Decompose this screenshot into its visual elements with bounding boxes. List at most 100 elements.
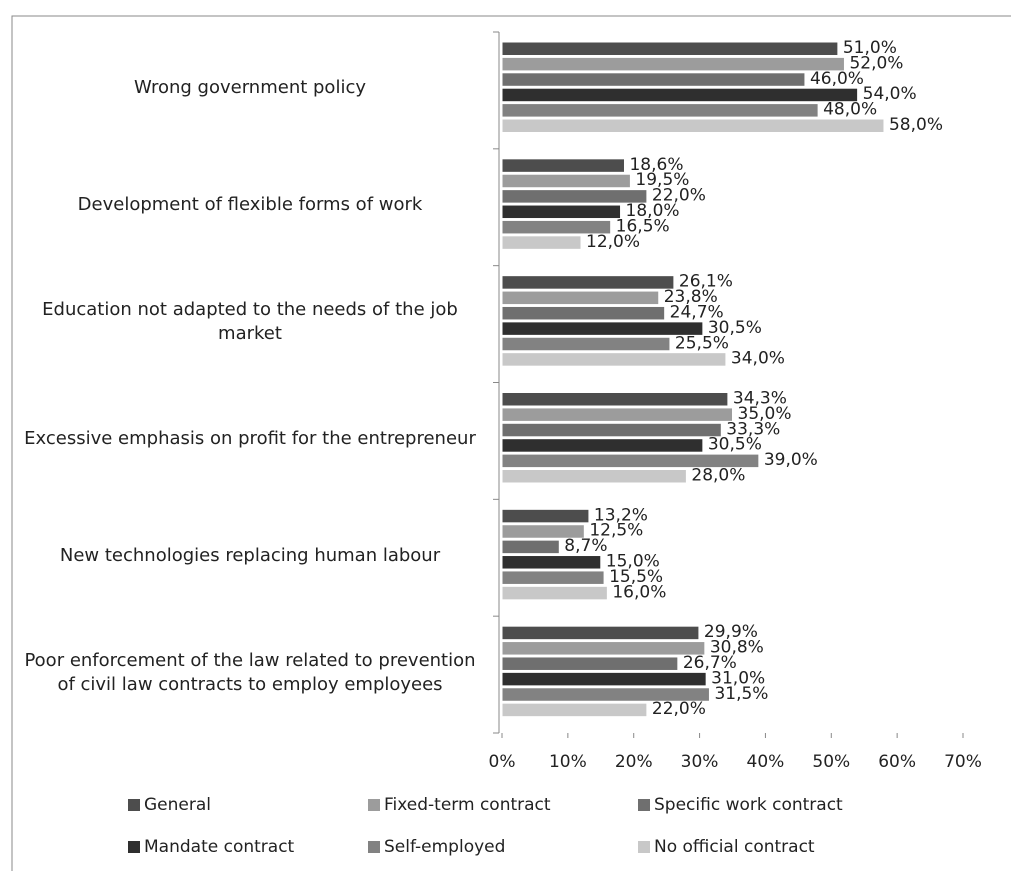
bar: [501, 508, 590, 524]
value-label: 12,0%: [586, 232, 640, 252]
value-label: 30,5%: [708, 318, 762, 338]
bar: [501, 336, 671, 352]
bar: [501, 87, 859, 103]
value-label: 18,6%: [629, 155, 683, 175]
category-label: Poor enforcement of the law related to p…: [24, 649, 476, 695]
legend-swatch: [368, 841, 380, 853]
bar: [501, 453, 760, 469]
value-label: 31,0%: [711, 668, 765, 688]
legend-label: Self-employed: [384, 837, 505, 857]
legend-label: No official contract: [654, 837, 815, 857]
value-label: 24,7%: [670, 302, 724, 322]
value-label: 58,0%: [889, 115, 943, 135]
bar: [501, 407, 733, 422]
bar: [501, 570, 605, 585]
bar: [501, 585, 608, 601]
category-label: Development of flexible forms of work: [77, 194, 423, 216]
x-tick-label: 50%: [812, 752, 850, 772]
value-label: 16,5%: [616, 216, 670, 236]
bar: [501, 422, 722, 438]
category-label: New technologies replacing human labour: [59, 544, 441, 566]
bar: [501, 641, 706, 656]
x-tick-label: 70%: [944, 752, 982, 772]
bar: [501, 305, 666, 321]
bar: [501, 290, 660, 306]
category-label: Excessive emphasis on profit for the ent…: [24, 427, 476, 449]
value-label: 16,0%: [612, 582, 666, 602]
value-label: 13,2%: [594, 505, 648, 525]
bar: [501, 41, 839, 56]
value-label: 23,8%: [664, 287, 718, 307]
bar: [501, 204, 622, 220]
x-tick-label: 60%: [878, 752, 916, 772]
bar: [501, 118, 885, 133]
value-label: 34,3%: [733, 389, 787, 409]
x-tick-label: 20%: [615, 752, 653, 772]
legend-swatch: [128, 799, 140, 811]
x-tick-label: 0%: [489, 752, 516, 772]
bar: [501, 72, 806, 87]
value-label: 31,5%: [714, 684, 768, 704]
legend-swatch: [368, 799, 380, 811]
bar: [501, 392, 729, 407]
bar: [501, 321, 704, 336]
value-label: 51,0%: [843, 38, 897, 58]
value-label: 26,7%: [683, 653, 737, 673]
value-label: 29,9%: [704, 622, 758, 642]
bar: [501, 235, 582, 250]
legend-label: Fixed-term contract: [384, 795, 551, 815]
value-label: 15,5%: [609, 567, 663, 587]
value-label: 33,3%: [726, 419, 780, 439]
value-label: 22,0%: [652, 186, 706, 206]
value-label: 48,0%: [823, 100, 877, 120]
value-label: 30,5%: [708, 435, 762, 455]
bar: [501, 625, 700, 641]
frame: [11, 15, 1011, 871]
bar: [501, 687, 710, 702]
bar: [501, 275, 675, 290]
bar: [501, 656, 679, 671]
bar: [501, 103, 819, 118]
bar: [501, 539, 560, 555]
bar: [501, 189, 648, 204]
value-label: 18,0%: [626, 201, 680, 221]
value-label: 46,0%: [810, 69, 864, 89]
value-label: 15,0%: [606, 552, 660, 572]
legend-swatch: [638, 841, 650, 853]
value-label: 52,0%: [849, 53, 903, 73]
bar: [501, 469, 687, 484]
legend-label: General: [144, 795, 211, 815]
legend-swatch: [638, 799, 650, 811]
legend-swatch: [128, 841, 140, 853]
value-label: 26,1%: [679, 272, 733, 292]
value-label: 34,0%: [731, 349, 785, 369]
value-label: 28,0%: [691, 466, 745, 486]
legend-label: Mandate contract: [144, 837, 295, 857]
value-label: 8,7%: [564, 536, 607, 556]
bar: [501, 524, 585, 539]
value-label: 19,5%: [635, 170, 689, 190]
x-tick-label: 10%: [549, 752, 587, 772]
x-tick-label: 30%: [681, 752, 719, 772]
value-label: 35,0%: [738, 404, 792, 424]
bar: [501, 671, 707, 687]
bar: [501, 158, 625, 173]
bar: [501, 555, 602, 570]
category-label: Education not adapted to the needs of th…: [42, 299, 458, 345]
bar: [501, 352, 727, 367]
value-label: 25,5%: [675, 333, 729, 353]
bar: [501, 56, 845, 72]
bar: [501, 702, 648, 718]
x-tick-label: 40%: [747, 752, 785, 772]
value-label: 12,5%: [589, 521, 643, 541]
bar: [501, 438, 704, 453]
value-label: 39,0%: [764, 450, 818, 470]
bar: [501, 219, 612, 235]
value-label: 22,0%: [652, 699, 706, 719]
category-label: Wrong government policy: [133, 77, 366, 99]
legend-label: Specific work contract: [654, 795, 843, 815]
value-label: 30,8%: [710, 638, 764, 658]
bar: [501, 173, 631, 189]
